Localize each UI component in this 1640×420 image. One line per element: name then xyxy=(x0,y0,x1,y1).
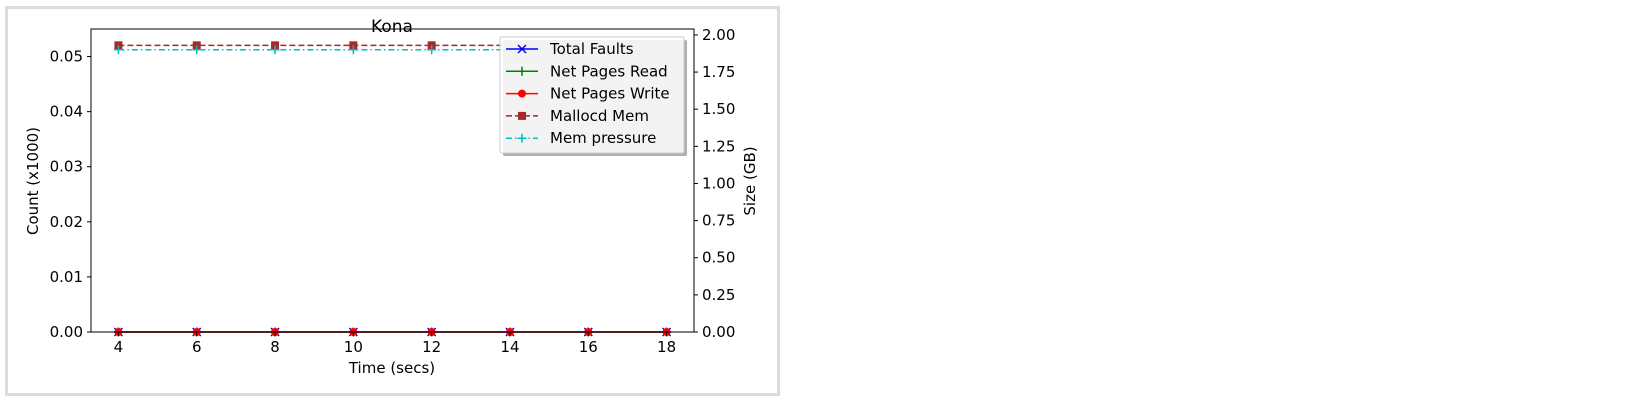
x-tick-label: 12 xyxy=(422,338,441,356)
data-point-mem-pressure xyxy=(348,45,358,55)
legend-label-mallocd-mem: Mallocd Mem xyxy=(550,107,649,125)
data-point-mem-pressure xyxy=(192,45,202,55)
x-tick-label: 8 xyxy=(270,338,280,356)
x-tick-label: 6 xyxy=(192,338,202,356)
legend: Total Faults Net Pages Read Net Pages Writ… xyxy=(499,36,687,156)
legend-marker-mem-pressure xyxy=(517,133,527,143)
legend-marker-net-pages-write xyxy=(518,89,526,98)
x-axis-label: Time (secs) xyxy=(348,359,435,377)
legend-label-net-pages-write: Net Pages Write xyxy=(550,85,670,103)
legend-label-total-faults: Total Faults xyxy=(549,40,634,58)
x-tick-label: 16 xyxy=(579,338,598,356)
y-tick-label-right: 1.50 xyxy=(702,100,735,118)
x-tick-label: 18 xyxy=(657,338,676,356)
legend-marker-mallocd-mem xyxy=(518,111,526,120)
axes-layer: 4 6 8 10 12 14 16 18 0.00 0.01 0.02 0.03 0.04 0.05 0.0… xyxy=(50,26,736,356)
y-tick-label-right: 0.25 xyxy=(702,286,735,304)
y-tick-label-left: 0.05 xyxy=(50,48,83,66)
y-axis-label-right: Size (GB) xyxy=(741,146,759,215)
plot-frame xyxy=(90,28,695,333)
y-axis-label-left: Count (x1000) xyxy=(24,127,42,235)
y-tick-label-left: 0.04 xyxy=(50,103,83,121)
y-tick-label-left: 0.01 xyxy=(50,268,83,286)
x-tick-label: 10 xyxy=(344,338,363,356)
legend-box xyxy=(499,36,685,154)
y-tick-label-left: 0.00 xyxy=(50,323,83,341)
x-tick-label: 4 xyxy=(114,338,124,356)
data-point-mem-pressure xyxy=(113,45,123,55)
legend-label-mem-pressure: Mem pressure xyxy=(550,129,656,147)
y-tick-label-left: 0.02 xyxy=(50,213,83,231)
y-tick-label-right: 1.00 xyxy=(702,174,735,192)
legend-label-net-pages-read: Net Pages Read xyxy=(550,62,668,80)
legend-marker-total-faults xyxy=(517,44,527,54)
data-point-mem-pressure xyxy=(270,45,280,55)
chart-title: Kona xyxy=(371,17,413,37)
y-tick-label-right: 2.00 xyxy=(702,26,735,44)
x-tick-label: 14 xyxy=(500,338,519,356)
y-tick-label-right: 1.75 xyxy=(702,63,735,81)
y-tick-label-right: 1.25 xyxy=(702,137,735,155)
data-point-mem-pressure xyxy=(427,45,437,55)
y-tick-label-right: 0.00 xyxy=(702,323,735,341)
legend-marker-net-pages-read xyxy=(517,66,527,76)
y-tick-label-right: 0.50 xyxy=(702,249,735,267)
y-tick-label-right: 0.75 xyxy=(702,212,735,230)
y-tick-label-left: 0.03 xyxy=(50,158,83,176)
